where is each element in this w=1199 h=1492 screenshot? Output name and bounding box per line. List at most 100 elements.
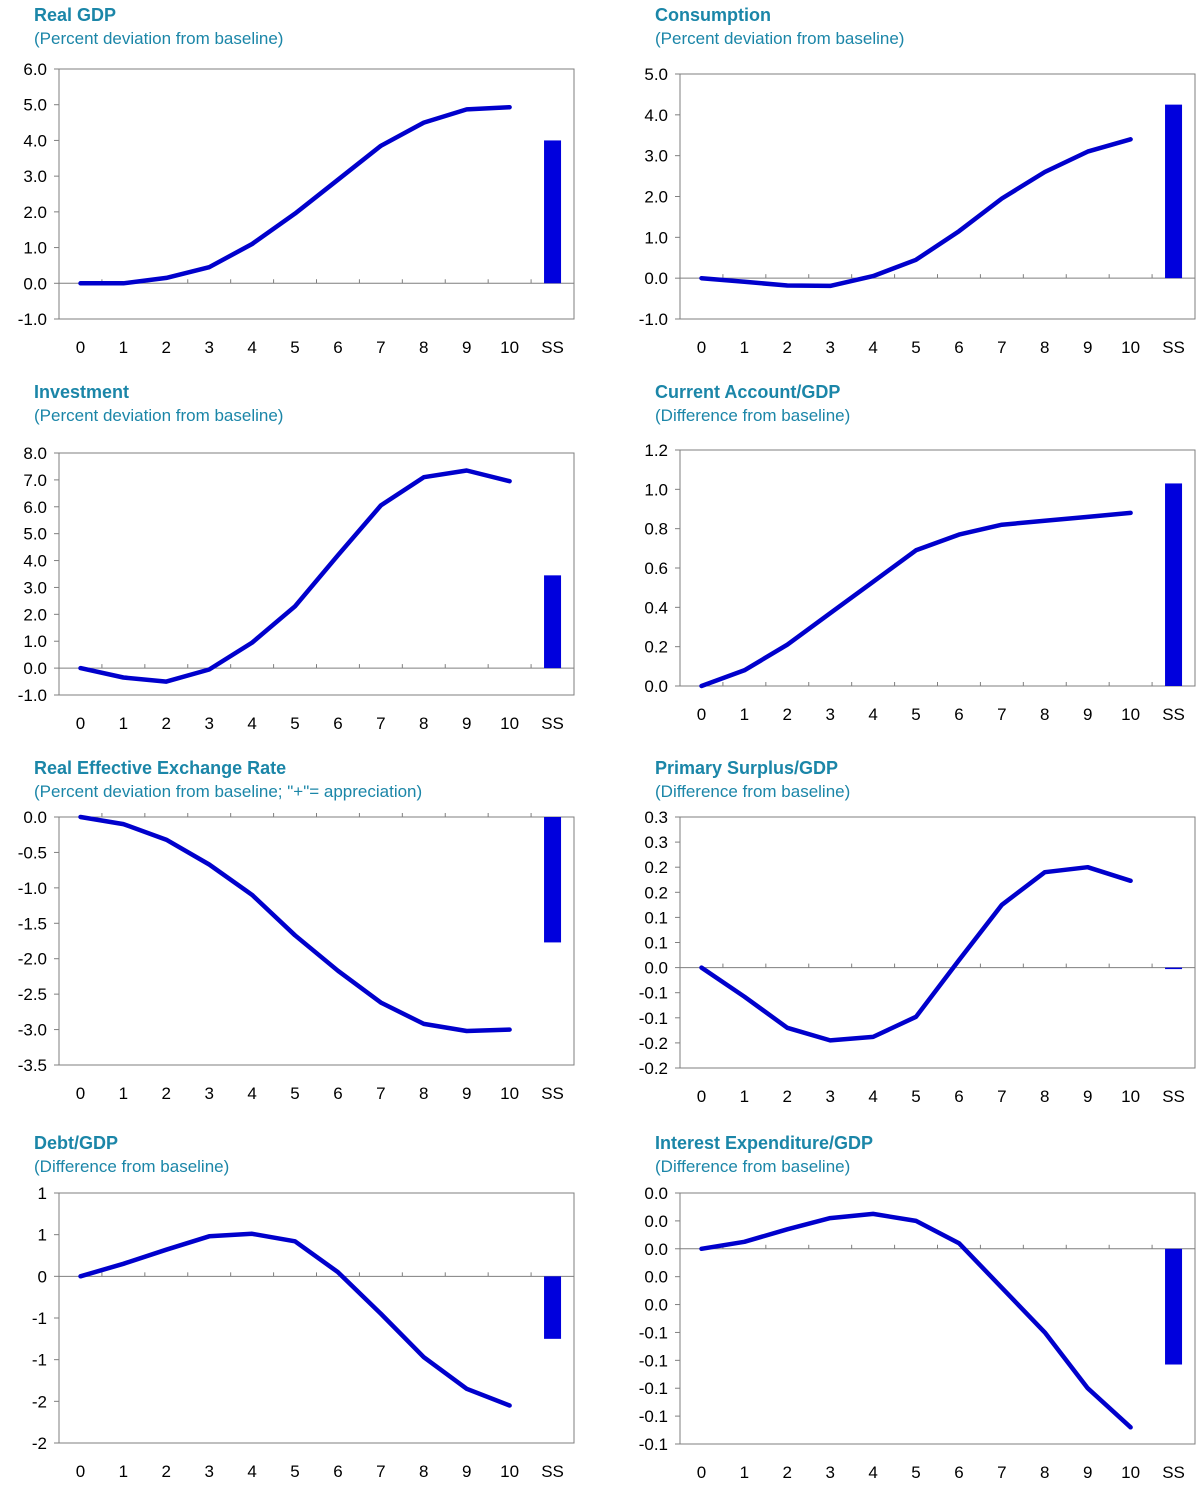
x-tick-label: 4 [247, 714, 256, 733]
ss-bar [544, 140, 562, 284]
series-line [78, 104, 512, 286]
x-tick-label: 0 [697, 1087, 706, 1106]
y-tick-label: -1.0 [639, 310, 668, 329]
chart-subtitle: (Percent deviation from baseline) [34, 406, 284, 425]
x-tick-label: 2 [783, 705, 792, 724]
x-tick-label: 9 [462, 1084, 471, 1103]
y-tick-label: 0.1 [644, 908, 668, 927]
y-tick-label: -3.5 [18, 1056, 47, 1075]
x-tick-label: 4 [868, 1463, 877, 1482]
x-tick-label: 1 [119, 338, 128, 357]
y-tick-label: -0.1 [639, 1435, 668, 1454]
x-tick-label: 3 [204, 1084, 213, 1103]
y-tick-label: -1.0 [18, 879, 47, 898]
x-tick-label: 6 [954, 338, 963, 357]
x-tick-label: SS [541, 338, 564, 357]
y-tick-label: 0.0 [644, 677, 668, 696]
x-tick-label: 7 [376, 1462, 385, 1481]
x-tick-label: 0 [697, 338, 706, 357]
x-tick-label: 7 [376, 1084, 385, 1103]
x-tick-label: 1 [740, 1463, 749, 1482]
x-tick-label: 6 [333, 714, 342, 733]
y-tick-label: 0.0 [644, 1212, 668, 1231]
ss-bar [544, 575, 562, 669]
plot-area: -1.0 0.0 1.0 2.0 3.0 4.0 5.0 6.0 7.0 8.0 0 1 2 3 4 5 6 7 8… [18, 444, 575, 733]
x-tick-label: SS [541, 1462, 564, 1481]
plot-frame [679, 1192, 1196, 1445]
y-tick-label: -0.1 [639, 1407, 668, 1426]
plot-area: 0.0 0.2 0.4 0.6 0.8 1.0 1.2 0 1 2 3 4 5 6 7 8 9 10 SS [644, 441, 1196, 724]
chart-title: Investment [34, 382, 130, 402]
x-tick-label: 0 [76, 714, 85, 733]
x-tick-label: 1 [740, 338, 749, 357]
x-tick-label: 1 [119, 1084, 128, 1103]
chart-subtitle: (Difference from baseline) [655, 406, 851, 425]
x-tick-label: 0 [697, 705, 706, 724]
y-tick-label: 0.8 [644, 520, 668, 539]
x-tick-label: SS [1162, 705, 1185, 724]
x-tick-label: 9 [462, 338, 471, 357]
y-tick-label: -2 [32, 1392, 47, 1411]
x-tick-label: 1 [119, 1462, 128, 1481]
x-tick-label: 8 [419, 1084, 428, 1103]
plot-area: -0.1 -0.1 -0.1 -0.1 -0.1 0.0 0.0 0.0 0.0 0.0 0 1 2 3 4… [639, 1184, 1196, 1482]
plot-frame [58, 1192, 575, 1444]
x-tick-label: 2 [783, 1087, 792, 1106]
y-tick-label: 2.0 [23, 605, 47, 624]
chart-subtitle: (Difference from baseline) [655, 1157, 851, 1176]
plot-frame [58, 68, 575, 320]
y-tick-label: 3.0 [23, 578, 47, 597]
plot-frame [679, 816, 1196, 1069]
y-tick-label: 1 [38, 1226, 47, 1245]
y-tick-label: 0.0 [644, 1184, 668, 1203]
x-tick-label: 4 [247, 1462, 256, 1481]
y-tick-label: -1.0 [18, 310, 47, 329]
x-tick-label: 3 [204, 338, 213, 357]
y-tick-label: 0.0 [644, 269, 668, 288]
x-tick-label: 9 [1083, 705, 1092, 724]
y-tick-label: 0.3 [644, 833, 668, 852]
x-tick-label: 8 [1040, 1463, 1049, 1482]
y-tick-label: -2.0 [18, 950, 47, 969]
x-tick-label: 8 [1040, 705, 1049, 724]
y-tick-label: -2.5 [18, 985, 47, 1004]
y-tick-label: 0.0 [23, 808, 47, 827]
x-tick-label: 2 [162, 714, 171, 733]
y-tick-label: 3.0 [23, 167, 47, 186]
x-tick-label: SS [541, 714, 564, 733]
x-tick-label: 9 [1083, 1463, 1092, 1482]
x-tick-label: 7 [997, 338, 1006, 357]
y-tick-label: 0.4 [644, 598, 668, 617]
x-tick-label: 10 [500, 1462, 519, 1481]
chart-title: Primary Surplus/GDP [655, 758, 839, 778]
x-tick-label: 9 [462, 1462, 471, 1481]
y-tick-label: 6.0 [23, 60, 47, 79]
x-tick-label: 4 [247, 338, 256, 357]
x-tick-label: 9 [1083, 1087, 1092, 1106]
x-tick-label: 2 [162, 1462, 171, 1481]
plot-area: -1.0 0.0 1.0 2.0 3.0 4.0 5.0 6.0 0 1 2 3 4 5 6 7 8 9 10 SS [18, 60, 575, 357]
x-tick-label: 0 [697, 1463, 706, 1482]
y-tick-label: 4.0 [644, 106, 668, 125]
chart-panel-real-gdp: Real GDP (Percent deviation from baselin… [18, 5, 594, 367]
y-tick-label: -0.5 [18, 843, 47, 862]
chart-subtitle: (Difference from baseline) [34, 1157, 230, 1176]
y-tick-label: -0.1 [639, 984, 668, 1003]
y-tick-label: 0.0 [644, 1240, 668, 1259]
chart-title: Real GDP [34, 5, 117, 25]
x-tick-label: SS [541, 1084, 564, 1103]
x-tick-label: 10 [1121, 338, 1140, 357]
series-line [699, 137, 1133, 289]
x-tick-label: 10 [500, 1084, 519, 1103]
x-tick-label: 0 [76, 1462, 85, 1481]
x-tick-label: 7 [997, 1087, 1006, 1106]
y-tick-label: 0 [38, 1267, 47, 1286]
y-tick-label: -1.0 [18, 686, 47, 705]
chart-title: Consumption [655, 5, 771, 25]
series-line [699, 864, 1133, 1043]
x-tick-label: 3 [825, 1463, 834, 1482]
series-line [78, 814, 512, 1034]
x-tick-label: 3 [825, 705, 834, 724]
